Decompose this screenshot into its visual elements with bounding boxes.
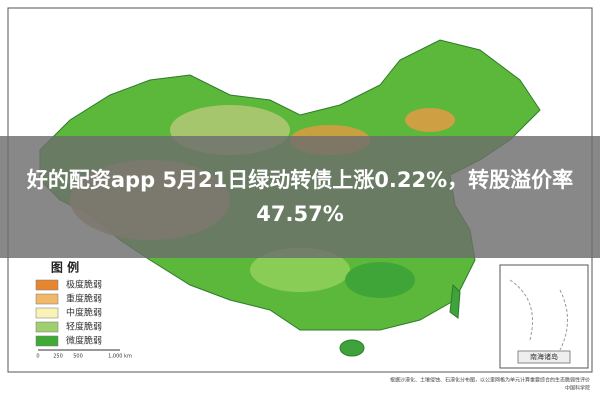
legend-title: 图 例 bbox=[51, 260, 79, 275]
scale-label: 1,000 km bbox=[108, 354, 132, 360]
banner: 好的配资app 5月21日绿动转债上涨0.22%，转股溢价率47.57% bbox=[0, 136, 600, 258]
legend-swatch bbox=[35, 307, 59, 319]
legend-swatch bbox=[35, 321, 59, 333]
legend-swatch bbox=[35, 279, 59, 291]
region-fill bbox=[405, 108, 455, 132]
scale-label: 500 bbox=[73, 354, 83, 360]
inset-boundary bbox=[509, 279, 568, 351]
region-fill bbox=[250, 248, 350, 292]
legend-label: 微度脆弱 bbox=[66, 335, 102, 347]
scale-labels: 0 250 500 1,000 km bbox=[36, 354, 132, 360]
footnote: 根据沙漠化、土壤侵蚀、石漠化分布图，以公里网格为单元计算重要综合的生态脆弱性评价 bbox=[390, 377, 590, 384]
legend-label: 重度脆弱 bbox=[66, 293, 102, 305]
footnote: 中国科学院 bbox=[565, 385, 590, 392]
legend-swatch bbox=[35, 335, 59, 347]
legend-swatch bbox=[35, 293, 59, 305]
legend-label: 中度脆弱 bbox=[66, 307, 102, 319]
inset-label: 南海诸岛 bbox=[530, 352, 558, 361]
banner-title: 好的配资app 5月21日绿动转债上涨0.22%，转股溢价率47.57% bbox=[26, 168, 574, 226]
island bbox=[339, 339, 365, 357]
scale-label: 250 bbox=[53, 354, 63, 360]
legend-label: 轻度脆弱 bbox=[66, 321, 102, 333]
island bbox=[449, 283, 461, 319]
inset-label-box bbox=[517, 350, 571, 364]
region-fill bbox=[345, 262, 415, 298]
scale-label: 0 bbox=[36, 354, 39, 360]
legend-label: 极度脆弱 bbox=[66, 279, 102, 291]
